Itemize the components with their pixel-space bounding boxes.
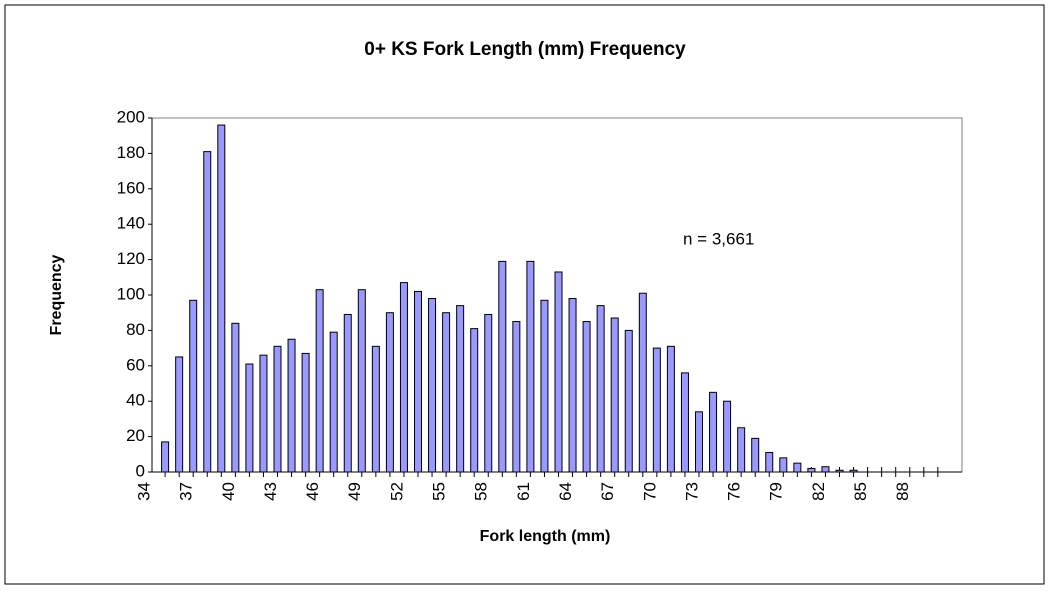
bar [428, 298, 437, 473]
x-tick-label: 73 [682, 482, 701, 501]
bar [414, 290, 422, 473]
bar [638, 292, 647, 473]
y-tick-label: 140 [117, 214, 145, 233]
bar [498, 260, 507, 473]
bar [554, 271, 563, 473]
bar [329, 331, 338, 473]
bar [512, 321, 521, 473]
y-tick-label: 20 [126, 426, 145, 445]
bar [273, 345, 282, 473]
y-tick-label: 80 [126, 320, 145, 339]
bar [385, 312, 394, 473]
bar [189, 299, 198, 473]
bar [793, 462, 802, 473]
x-tick-label: 67 [598, 482, 617, 501]
bar [540, 299, 549, 473]
bar [161, 441, 170, 473]
annotation: n = 3,661 [683, 229, 754, 248]
x-tick-label: 88 [893, 482, 912, 501]
bar [751, 437, 760, 473]
x-tick-label: 55 [430, 482, 449, 501]
x-tick-label: 43 [261, 482, 280, 501]
bar [245, 363, 254, 473]
bar [301, 352, 310, 473]
frame [4, 4, 1045, 585]
bar [287, 338, 296, 473]
bar [821, 466, 830, 473]
bar [779, 457, 788, 473]
bar [470, 328, 479, 473]
y-tick-label: 40 [126, 391, 145, 410]
bar [680, 372, 689, 473]
bar [765, 452, 774, 473]
x-tick-label: 76 [725, 482, 744, 501]
x-tick-label: 64 [556, 482, 575, 501]
bar [371, 345, 380, 473]
x-tick-label: 70 [640, 482, 659, 501]
y-tick-label: 200 [117, 107, 145, 126]
bar [399, 282, 408, 473]
x-tick-label: 58 [472, 482, 491, 501]
bar [666, 345, 675, 473]
bar [357, 289, 366, 473]
bar [624, 329, 633, 473]
bar [849, 469, 858, 473]
x-tick-label: 37 [177, 482, 196, 501]
bar [203, 151, 212, 473]
bar [582, 321, 591, 473]
bar [343, 313, 352, 473]
bar [442, 312, 451, 473]
bar [217, 124, 226, 473]
x-tick-label: 85 [851, 482, 870, 501]
bar [484, 313, 493, 473]
bar [652, 347, 661, 473]
y-axis-label: Frequency [48, 254, 65, 335]
x-tick-label: 40 [219, 482, 238, 501]
bar [456, 305, 465, 473]
x-tick-label: 79 [767, 482, 786, 501]
bar [807, 467, 816, 473]
bar [259, 354, 268, 473]
x-tick-label: 46 [303, 482, 322, 501]
y-tick-label: 120 [117, 249, 145, 268]
y-tick-label: 180 [117, 143, 145, 162]
bar [231, 322, 240, 473]
bar [568, 298, 577, 473]
y-tick-label: 60 [126, 355, 145, 374]
y-tick-label: 160 [117, 178, 145, 197]
y-tick-label: 100 [117, 284, 145, 303]
y-tick-label: 0 [136, 461, 145, 480]
x-tick-label: 49 [345, 482, 364, 501]
bar [737, 427, 746, 473]
bar [723, 400, 732, 473]
x-tick-label: 34 [134, 482, 153, 501]
bar [610, 317, 619, 473]
chart-title: 0+ KS Fork Length (mm) Frequency [364, 39, 686, 60]
bar [709, 391, 718, 473]
bar [695, 411, 703, 473]
x-axis-label: Fork length (mm) [480, 528, 611, 545]
bar [596, 305, 605, 473]
x-tick-label: 82 [809, 482, 828, 501]
bar [315, 289, 324, 473]
bar [835, 469, 844, 473]
x-tick-label: 61 [514, 482, 533, 501]
bar [175, 356, 184, 473]
bar [526, 260, 535, 473]
x-tick-label: 52 [387, 482, 406, 501]
